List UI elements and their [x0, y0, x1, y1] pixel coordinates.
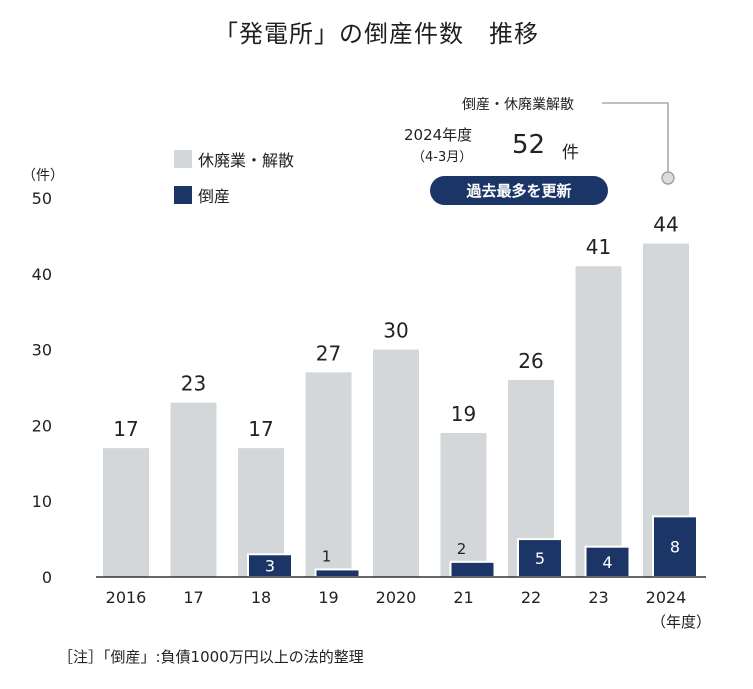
data-label-bankruptcy: 2 — [457, 540, 467, 558]
data-label-closure: 17 — [248, 417, 273, 441]
legend-swatch-bankruptcy — [174, 186, 192, 204]
data-label-bankruptcy: 5 — [535, 549, 545, 568]
callout-total-unit: 件 — [562, 143, 579, 163]
x-axis-unit: （年度） — [651, 613, 712, 631]
data-label-closure: 23 — [181, 372, 206, 396]
callout-total-value: 52 — [512, 130, 546, 160]
data-label-bankruptcy: 4 — [602, 553, 612, 572]
y-tick-label: 20 — [32, 416, 52, 435]
legend-label-bankruptcy: 倒産 — [198, 187, 231, 206]
x-tick-label: 18 — [251, 588, 271, 607]
data-label-bankruptcy: 3 — [265, 557, 275, 576]
legend-item-bankruptcy: 倒産 — [174, 183, 294, 207]
data-label-closure: 44 — [653, 212, 678, 236]
callout-connector — [602, 102, 669, 176]
y-tick-label: 40 — [32, 265, 52, 284]
y-tick-label: 50 — [32, 189, 52, 208]
bar-closure — [373, 349, 419, 577]
callout-period: 2024年度 — [404, 126, 473, 144]
chart-title: 「発電所」の倒産件数 推移 — [214, 20, 539, 48]
legend-item-closure: 休廃業・解散 — [174, 147, 294, 171]
y-axis-unit: （件） — [22, 168, 64, 184]
data-label-closure: 30 — [383, 319, 408, 343]
bar-bankruptcy — [584, 545, 631, 578]
bar-closure — [305, 372, 352, 577]
x-tick-label: 2020 — [376, 588, 417, 607]
record-high-badge: 過去最多を更新 — [430, 176, 608, 205]
callout-period-sub: （4-3月） — [412, 150, 473, 165]
x-tick-label: 19 — [318, 588, 338, 607]
x-tick-label: 23 — [588, 588, 608, 607]
legend: 休廃業・解散 倒産 — [174, 147, 294, 207]
data-label-closure: 27 — [316, 341, 341, 365]
data-label-closure: 19 — [451, 402, 476, 426]
bar-closure — [440, 432, 487, 577]
legend-swatch-closure — [174, 150, 192, 168]
data-label-closure: 26 — [518, 349, 543, 373]
x-tick-label: 17 — [183, 588, 203, 607]
bar-closure — [103, 448, 149, 577]
y-tick-label: 0 — [42, 568, 52, 587]
bar-closure — [575, 266, 622, 577]
x-tick-label: 2016 — [106, 588, 147, 607]
legend-label-closure: 休廃業・解散 — [198, 151, 295, 170]
data-label-bankruptcy: 8 — [670, 538, 680, 557]
y-tick-label: 30 — [32, 341, 52, 360]
data-label-bankruptcy: 1 — [322, 547, 332, 565]
x-tick-label: 2024 — [646, 588, 687, 607]
y-tick-label: 10 — [32, 492, 52, 511]
bar-bankruptcy — [314, 568, 361, 578]
bar-bankruptcy — [449, 560, 496, 579]
footnote: ［注］「倒産」:負債1000万円以上の法的整理 — [58, 648, 364, 666]
data-label-closure: 41 — [586, 235, 611, 259]
callout-line-label: 倒産・休廃業解散 — [462, 97, 574, 113]
x-tick-label: 21 — [453, 588, 473, 607]
x-tick-label: 22 — [521, 588, 541, 607]
bar-closure — [170, 402, 217, 577]
bar-bankruptcy — [517, 538, 563, 578]
data-label-closure: 17 — [113, 417, 138, 441]
callout-dot — [661, 171, 675, 185]
